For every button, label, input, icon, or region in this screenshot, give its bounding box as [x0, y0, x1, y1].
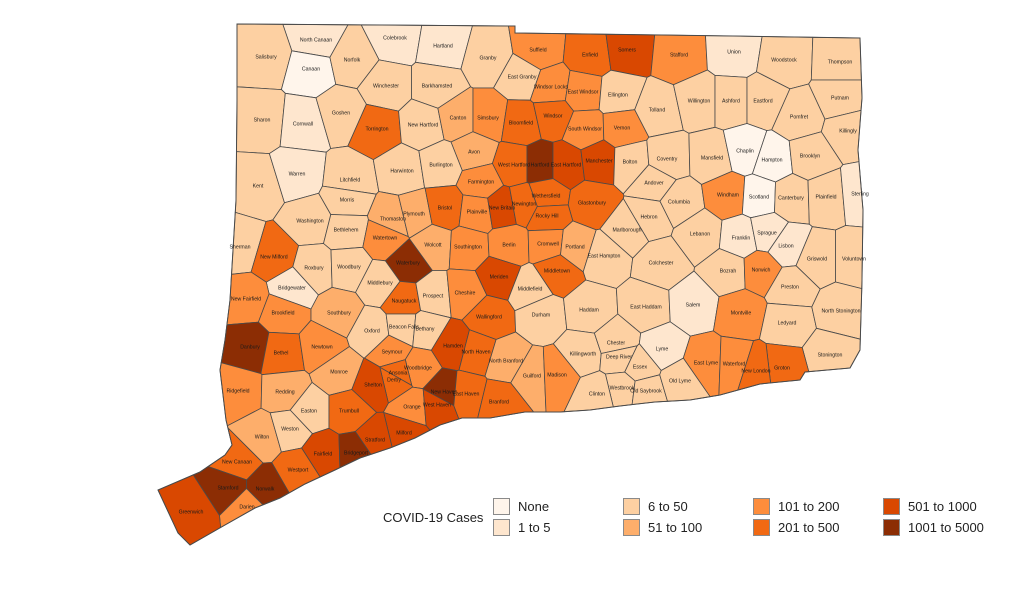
town-bethel [260, 331, 305, 376]
legend-label: 201 to 500 [778, 520, 840, 535]
legend-label: 501 to 1000 [908, 499, 977, 514]
town-polygons [157, 23, 864, 546]
town-scotland [741, 173, 776, 219]
legend-label: 1001 to 5000 [908, 520, 984, 535]
legend-item: 101 to 200 [753, 496, 883, 517]
legend-label: 51 to 100 [648, 520, 703, 535]
state-outline [157, 23, 864, 546]
town-montville [713, 288, 768, 342]
legend-items: None 1 to 5 6 to 50 51 to 100 101 to 200… [493, 496, 984, 538]
legend-swatch [623, 498, 640, 515]
legend-item: 1001 to 5000 [883, 517, 984, 538]
legend-item: 501 to 1000 [883, 496, 984, 517]
legend-item: 201 to 500 [753, 517, 883, 538]
town-enfield [562, 33, 612, 77]
legend-item: 51 to 100 [623, 517, 753, 538]
legend-title: COVID-19 Cases [383, 510, 484, 525]
legend-swatch [883, 498, 900, 515]
town-union [705, 35, 763, 78]
town-bethlehem [323, 214, 369, 251]
legend-label: 101 to 200 [778, 499, 840, 514]
legend-swatch [493, 519, 510, 536]
map-legend: COVID-19 Cases None 1 to 5 6 to 50 51 to… [383, 496, 984, 544]
legend-swatch [883, 519, 900, 536]
town-hartford [526, 138, 554, 184]
legend-label: None [518, 499, 550, 514]
legend-swatch [753, 498, 770, 515]
town-salisbury [236, 23, 293, 90]
town-thompson [810, 36, 862, 81]
town-sharon [236, 86, 286, 154]
legend-item: 1 to 5 [493, 517, 623, 538]
legend-swatch [623, 519, 640, 536]
legend-swatch [493, 498, 510, 515]
legend-swatch [753, 519, 770, 536]
town-voluntown [835, 225, 864, 289]
legend-label: 6 to 50 [648, 499, 688, 514]
town-east-windsor [564, 70, 603, 112]
legend-label: 1 to 5 [518, 520, 551, 535]
legend-item: None [493, 496, 623, 517]
town-ashford [714, 75, 748, 131]
legend-item: 6 to 50 [623, 496, 753, 517]
